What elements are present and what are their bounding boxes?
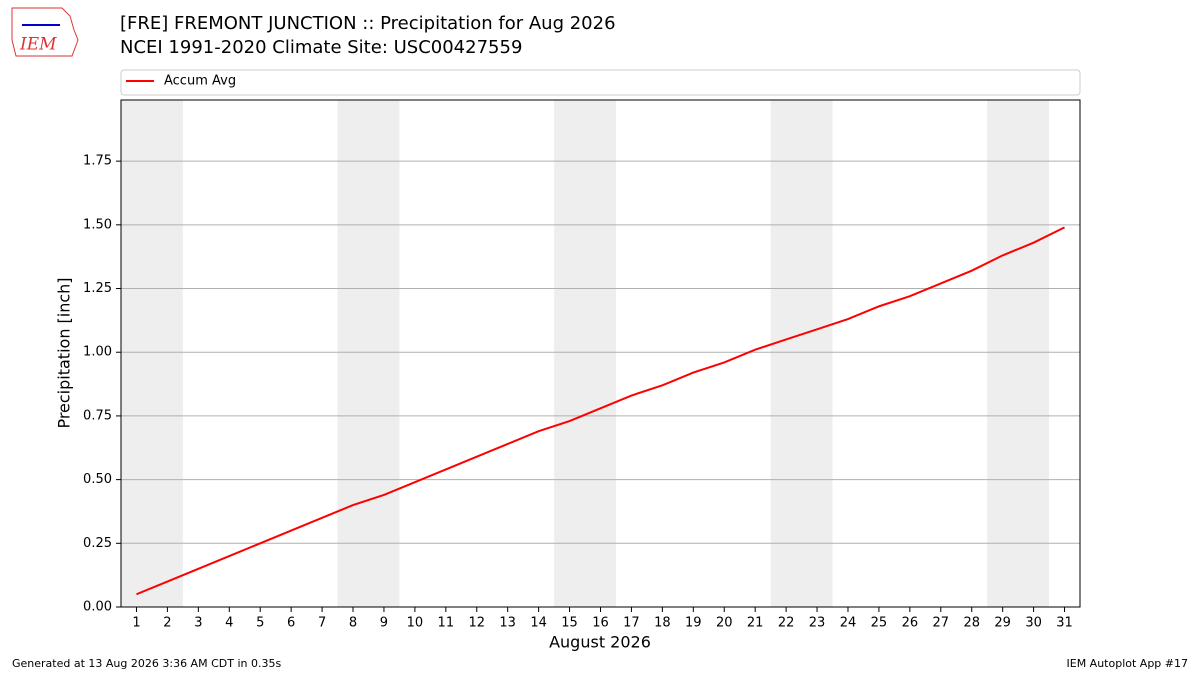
- logo-outline: [11, 7, 79, 57]
- x-axis-label: August 2026: [549, 633, 651, 652]
- x-tick-label: 17: [623, 616, 640, 631]
- x-tick-label: 29: [994, 616, 1011, 631]
- x-tick-label: 6: [287, 616, 295, 631]
- footer-right: IEM Autoplot App #17: [1067, 657, 1189, 670]
- x-tick-label: 24: [840, 616, 857, 631]
- x-tick-label: 3: [194, 616, 202, 631]
- y-axis-label: Precipitation [inch]: [55, 277, 74, 428]
- x-tick-label: 28: [963, 616, 980, 631]
- x-tick-label: 16: [592, 616, 609, 631]
- chart-title: [FRE] FREMONT JUNCTION :: Precipitation …: [120, 13, 616, 34]
- x-tick-label: 9: [380, 616, 388, 631]
- x-tick-label: 19: [685, 616, 702, 631]
- weekend-shade: [337, 100, 400, 607]
- x-tick-label: 31: [1056, 616, 1073, 631]
- y-tick-label: 1.50: [83, 217, 112, 232]
- x-tick-label: 18: [654, 616, 671, 631]
- weekend-shade: [770, 100, 833, 607]
- x-tick-label: 8: [349, 616, 357, 631]
- weekend-shade: [121, 100, 183, 607]
- logo-text: IEM: [19, 35, 57, 55]
- plot-frame: [120, 99, 1081, 608]
- x-tick-label: 22: [778, 616, 795, 631]
- x-tick-label: 7: [318, 616, 326, 631]
- y-tick-label: 1.25: [83, 281, 112, 296]
- y-tick-label: 1.75: [83, 154, 112, 169]
- x-tick-label: 26: [902, 616, 919, 631]
- x-tick-label: 11: [438, 616, 455, 631]
- data-line: [136, 226, 1065, 596]
- x-tick-label: 13: [499, 616, 516, 631]
- x-tick-label: 4: [225, 616, 233, 631]
- chart-subtitle: NCEI 1991-2020 Climate Site: USC00427559: [120, 37, 522, 58]
- y-tick-label: 0.25: [83, 536, 112, 551]
- x-tick-label: 20: [716, 616, 733, 631]
- x-tick-label: 25: [871, 616, 888, 631]
- x-tick-label: 27: [933, 616, 950, 631]
- weekend-shade: [987, 100, 1050, 607]
- y-tick-label: 0.50: [83, 472, 112, 487]
- y-tick-label: 1.00: [83, 345, 112, 360]
- legend-label: Accum Avg: [164, 74, 236, 89]
- y-tick-label: 0.00: [83, 600, 112, 615]
- x-tick-label: 1: [132, 616, 140, 631]
- legend-box: [120, 69, 1081, 96]
- x-tick-label: 12: [468, 616, 485, 631]
- y-tick-label: 0.75: [83, 408, 112, 423]
- x-tick-label: 10: [407, 616, 424, 631]
- x-tick-label: 14: [530, 616, 547, 631]
- x-tick-label: 23: [809, 616, 826, 631]
- x-tick-label: 30: [1025, 616, 1042, 631]
- x-tick-label: 5: [256, 616, 264, 631]
- x-tick-label: 2: [163, 616, 171, 631]
- weekend-shade: [554, 100, 616, 607]
- x-tick-label: 21: [747, 616, 764, 631]
- footer-left: Generated at 13 Aug 2026 3:36 AM CDT in …: [12, 657, 281, 670]
- logo: IEM: [11, 7, 79, 57]
- x-tick-label: 15: [561, 616, 578, 631]
